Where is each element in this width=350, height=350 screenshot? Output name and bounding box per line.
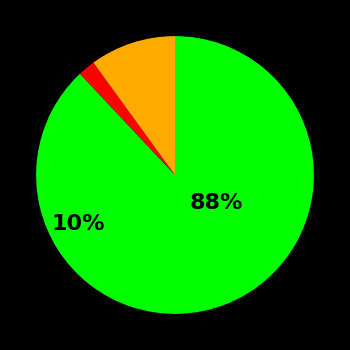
Wedge shape — [93, 36, 175, 175]
Wedge shape — [80, 63, 175, 175]
Text: 10%: 10% — [51, 214, 105, 233]
Text: 88%: 88% — [190, 193, 243, 213]
Wedge shape — [36, 36, 314, 314]
